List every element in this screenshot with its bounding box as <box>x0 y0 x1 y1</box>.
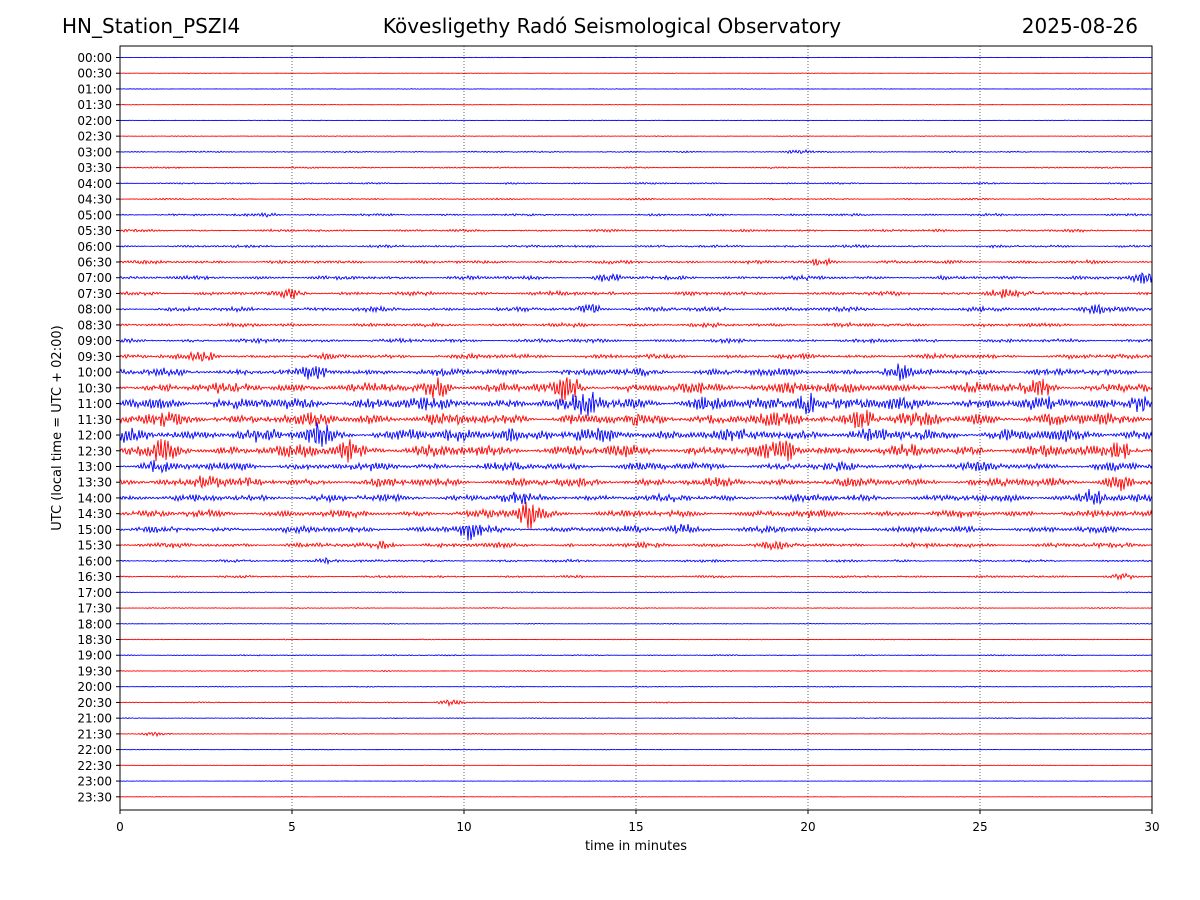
y-tick-label: 19:00 <box>77 649 112 663</box>
y-tick-label: 04:00 <box>77 177 112 191</box>
trace-1600 <box>119 556 1153 566</box>
y-tick-label: 19:30 <box>77 664 112 678</box>
y-tick-label: 02:00 <box>77 114 112 128</box>
trace-1430 <box>119 501 1153 529</box>
y-tick-label: 03:00 <box>77 145 112 159</box>
y-tick-label: 00:30 <box>77 67 112 81</box>
station-name: HN_Station_PSZI4 <box>62 14 241 38</box>
y-tick-label: 07:30 <box>77 287 112 301</box>
y-tick-label: 23:30 <box>77 790 112 804</box>
grid-lines <box>291 46 981 810</box>
y-tick-label: 06:00 <box>77 240 112 254</box>
trace-0300 <box>119 148 1153 155</box>
y-tick-label: 07:00 <box>77 271 112 285</box>
x-axis: 0 5 10 15 20 25 30 <box>116 810 1160 834</box>
y-tick-label: 01:30 <box>77 98 112 112</box>
y-tick-label: 15:30 <box>77 539 112 553</box>
y-tick-label: 10:00 <box>77 366 112 380</box>
y-tick-label: 08:00 <box>77 303 112 317</box>
trace-0130 <box>119 103 1153 106</box>
trace-0000 <box>119 56 1153 59</box>
y-tick-label: 13:00 <box>77 460 112 474</box>
x-axis-label: time in minutes <box>585 839 687 854</box>
trace-1030 <box>119 377 1153 402</box>
trace-1830 <box>119 638 1153 641</box>
trace-0800 <box>119 303 1153 315</box>
y-tick-label: 22:00 <box>77 743 112 757</box>
y-tick-label: 02:30 <box>77 130 112 144</box>
y-tick-label: 18:30 <box>77 633 112 647</box>
trace-0430 <box>119 197 1153 201</box>
y-tick-label: 17:00 <box>77 586 112 600</box>
y-tick-label: 20:00 <box>77 680 112 694</box>
y-tick-label: 11:00 <box>77 397 112 411</box>
y-tick-label: 12:00 <box>77 429 112 443</box>
x-tick-label: 0 <box>116 820 124 834</box>
chart-date: 2025-08-26 <box>1021 14 1138 38</box>
trace-0830 <box>119 321 1153 329</box>
trace-1330 <box>119 475 1153 492</box>
y-tick-label: 09:00 <box>77 334 112 348</box>
y-tick-label: 01:00 <box>77 82 112 96</box>
y-tick-label: 08:30 <box>77 318 112 332</box>
trace-1630 <box>119 572 1153 581</box>
trace-2200 <box>119 748 1153 751</box>
trace-2030 <box>119 699 1153 708</box>
trace-0330 <box>119 166 1153 170</box>
y-tick-label: 06:30 <box>77 255 112 269</box>
x-tick-label: 10 <box>456 820 471 834</box>
trace-1530 <box>119 540 1153 551</box>
y-tick-label: 23:00 <box>77 775 112 789</box>
y-tick-label: 14:30 <box>77 507 112 521</box>
y-tick-label: 17:30 <box>77 602 112 616</box>
x-tick-label: 25 <box>972 820 987 834</box>
y-tick-label: 05:30 <box>77 224 112 238</box>
trace-0600 <box>119 243 1153 249</box>
y-tick-label: 15:00 <box>77 523 112 537</box>
y-tick-label: 13:30 <box>77 476 112 490</box>
x-tick-label: 5 <box>288 820 296 834</box>
y-tick-label: 11:30 <box>77 413 112 427</box>
y-tick-label: 10:30 <box>77 381 112 395</box>
trace-0530 <box>119 228 1153 233</box>
trace-0730 <box>119 288 1153 300</box>
y-tick-label: 00:00 <box>77 51 112 65</box>
x-tick-label: 30 <box>1144 820 1159 834</box>
trace-0400 <box>119 181 1153 185</box>
trace-2230 <box>119 764 1153 767</box>
trace-0500 <box>119 212 1153 218</box>
y-tick-label: 14:00 <box>77 491 112 505</box>
y-tick-label: 09:30 <box>77 350 112 364</box>
y-tick-label: 18:00 <box>77 617 112 631</box>
y-tick-label: 05:00 <box>77 208 112 222</box>
trace-0200 <box>119 119 1153 122</box>
y-tick-label: 21:30 <box>77 727 112 741</box>
trace-1000 <box>119 363 1153 381</box>
trace-2000 <box>119 685 1153 688</box>
trace-1130 <box>119 409 1153 429</box>
y-tick-label: 20:30 <box>77 696 112 710</box>
trace-1200 <box>119 422 1153 447</box>
trace-0930 <box>119 350 1153 363</box>
chart-title: Kövesligethy Radó Seismological Observat… <box>382 14 842 38</box>
y-tick-label: 12:30 <box>77 444 112 458</box>
x-tick-label: 15 <box>628 820 643 834</box>
x-tick-label: 20 <box>800 820 815 834</box>
y-tick-label: 16:30 <box>77 570 112 584</box>
y-axis-label: UTC (local time = UTC + 02:00) <box>50 325 65 530</box>
trace-2130 <box>119 731 1153 738</box>
y-tick-label: 22:30 <box>77 759 112 773</box>
y-tick-label: 04:30 <box>77 193 112 207</box>
y-tick-label: 21:00 <box>77 712 112 726</box>
y-tick-label: 16:00 <box>77 554 112 568</box>
trace-1800 <box>119 622 1153 625</box>
y-tick-label: 03:30 <box>77 161 112 175</box>
